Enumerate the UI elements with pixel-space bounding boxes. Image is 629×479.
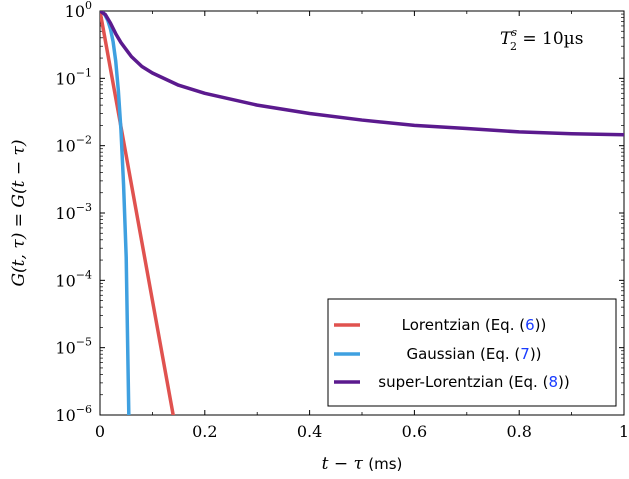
- axis-ticks: 0 0.2 0.4 0.6 0.8 1 10−6 10−5 10−4 10−3 10−2 10−1 10…: [55, 0, 629, 441]
- y-tick-label: 100: [65, 0, 92, 21]
- y-tick-label: 10−3: [55, 201, 92, 223]
- x-tick-label: 0.2: [192, 422, 217, 441]
- series-line-super-lorentzian: [100, 11, 624, 137]
- legend: Lorentzian (Eq. (6)) Gaussian (Eq. (7)) …: [327, 298, 617, 407]
- y-tick-label: 10−1: [55, 66, 92, 88]
- x-tick-label: 0.6: [402, 422, 427, 441]
- x-tick-label: 0: [95, 422, 105, 441]
- x-axis-label-math: t − τ: [322, 454, 364, 474]
- y-tick-label: 10−6: [55, 403, 92, 425]
- legend-box: [327, 298, 617, 407]
- x-tick-label: 1: [619, 422, 629, 441]
- x-tick-label: 0.4: [297, 422, 322, 441]
- series-line-lorentzian: [100, 11, 175, 415]
- x-tick-label: 0.8: [506, 422, 531, 441]
- y-axis-label: G(t, τ) = G(t − τ): [9, 139, 29, 286]
- y-tick-label: 10−4: [55, 268, 92, 290]
- legend-entry-gaussian: Gaussian (Eq. (7)): [406, 345, 541, 363]
- legend-entry-super-lorentzian: super-Lorentzian (Eq. (8)): [378, 373, 569, 391]
- x-axis-label-unit: (ms): [368, 455, 402, 473]
- x-axis-label: t − τ (ms): [322, 454, 403, 474]
- legend-entry-lorentzian: Lorentzian (Eq. (6)): [402, 316, 547, 334]
- t2-annotation: Ts 2 = 10µs: [500, 26, 583, 53]
- y-tick-label: 10−2: [55, 134, 92, 156]
- y-tick-label: 10−5: [55, 336, 92, 358]
- series-layer: [100, 11, 624, 415]
